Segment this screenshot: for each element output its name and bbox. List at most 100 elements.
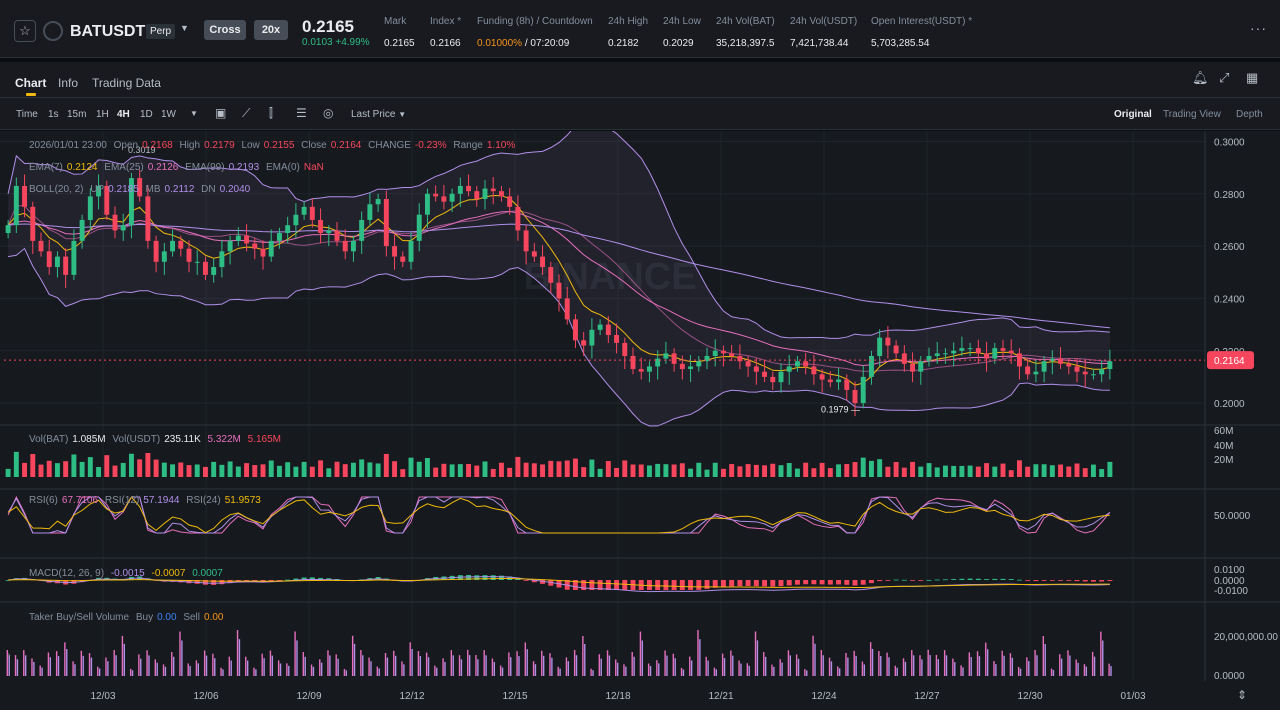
taker-sell-bar [705,656,707,676]
interval-15m[interactable]: 15m [67,109,87,120]
taker-sell-bar [738,660,740,676]
layout-grid-icon[interactable]: ▦ [1246,70,1259,85]
interval-1s[interactable]: 1s [48,109,59,120]
taker-buy-bar [880,656,882,676]
taker-sell-bar [269,650,272,676]
macd-hist-bar [474,575,480,580]
macd-legend: MACD(12, 26, 9) -0.0015 -0.0007 0.0007 [29,568,227,579]
taker-buy-bar [789,655,792,676]
price-tick-label: 0.3000 [1214,137,1245,148]
volume-bar [638,464,644,477]
volume-bar [910,461,916,477]
view-trading-view[interactable]: Trading View [1163,109,1221,120]
candlestick-chart[interactable]: BINANCE 0.30000.28000.26000.24000.22000.… [0,131,1280,710]
volume-bar [170,464,176,477]
legend-high: 0.2179 [204,140,235,151]
volume-bar [137,459,143,477]
view-original[interactable]: Original [1114,109,1152,120]
taker-sell-bar [261,653,263,676]
taker-buy-bar [427,657,430,676]
time-label[interactable]: Time [16,109,38,120]
target-icon[interactable]: ◎ [323,106,334,120]
candle-body [770,376,776,383]
calendar-icon[interactable]: ▣ [215,106,227,120]
interval-1h[interactable]: 1H [96,109,109,120]
tab-info[interactable]: Info [58,76,79,90]
candle-body [671,353,677,364]
taker-sell-bar [401,661,403,676]
taker-buy-bar [477,659,479,676]
taker-buy-bar [8,655,10,676]
tab-chart[interactable]: Chart [15,76,47,90]
candle-body [967,348,973,350]
macd-hist-bar [770,580,776,587]
expand-left-chevron-icon: › [7,650,10,661]
taker-tick-label: 0.0000 [1214,671,1245,682]
vol-usdt-label: Vol(USDT) [112,434,161,445]
volume-bar [63,461,69,477]
taker-buy-bar [847,657,849,676]
bell-icon[interactable]: 🔔︎ [1192,70,1209,85]
candle-body [424,193,430,215]
taker-buy-bar [189,665,191,676]
taker-buy-bar [304,656,306,676]
volume-bar [498,462,504,477]
taker-sell-bar [302,652,305,676]
taker-buy-bar [370,661,372,676]
candle-body [46,251,52,268]
volume-bar [342,464,348,477]
candle-body [227,240,233,252]
volume-bar [408,457,414,477]
margin-mode-button[interactable]: Cross [204,20,246,40]
candle-body [581,340,587,346]
taker-sell-bar [664,650,666,676]
taker-buy-bar [329,655,331,676]
taker-buy-bar [197,663,200,676]
stat-value: 0.2029 [663,38,694,49]
view-depth[interactable]: Depth [1236,109,1263,120]
candle-body [655,358,661,367]
info-icon[interactable]: * [457,16,462,27]
info-icon[interactable]: * [968,16,973,27]
interval-1w[interactable]: 1W [161,109,176,120]
chart-type-icon[interactable]: ⫿ [269,106,273,120]
ema0-label: EMA(0) [265,162,300,173]
tab-trading-data[interactable]: Trading Data [92,76,161,90]
macd-hist-bar [967,578,973,580]
volume-bar [1099,469,1105,477]
price-type-select[interactable]: Last Price ▼ [351,109,406,120]
taker-sell-bar [861,661,864,676]
volume-bar [276,465,282,477]
taker-buy-bar [616,662,619,676]
symbol-dropdown-chevron-icon[interactable]: ▼ [180,23,189,33]
settings-lines-icon[interactable]: ☰ [296,106,307,120]
macd-hist-bar [581,580,587,590]
volume-bar [400,469,406,477]
taker-buy-bar [1036,655,1038,676]
volume-bar [762,465,768,477]
candle-body [811,366,817,375]
taker-sell-bar [549,653,551,676]
macd-hist-bar [836,580,842,585]
candle-body [753,366,759,372]
more-options-icon[interactable]: ··· [1250,20,1267,36]
candle-body [1090,374,1096,376]
expand-icon[interactable]: ⤢ [1219,70,1230,85]
interval-dropdown-chevron-icon[interactable]: ▼ [190,109,198,118]
taker-sell-bar [968,652,971,676]
symbol-name[interactable]: BATUSDT [70,23,146,40]
candle-body [1049,358,1055,362]
interval-1d[interactable]: 1D [140,109,153,120]
taker-sell-bar [902,658,905,676]
interval-4h[interactable]: 4H [117,109,130,120]
candle-body [293,214,299,226]
volume-bar [893,461,899,477]
taker-buy-bar [222,669,224,676]
leverage-button[interactable]: 20x [254,20,288,40]
price-axis: 0.30000.28000.26000.24000.22000.20000.21… [4,137,1278,682]
funding-rate: 0.01000% [477,38,523,49]
taker-buy-bar [436,667,438,676]
favorite-star-icon[interactable]: ☆ [14,20,36,42]
indicator-icon[interactable]: ⟋ [242,106,251,120]
boll-legend: BOLL(20, 2) UP 0.2185 MB 0.2112 DN 0.2040 [29,184,254,195]
